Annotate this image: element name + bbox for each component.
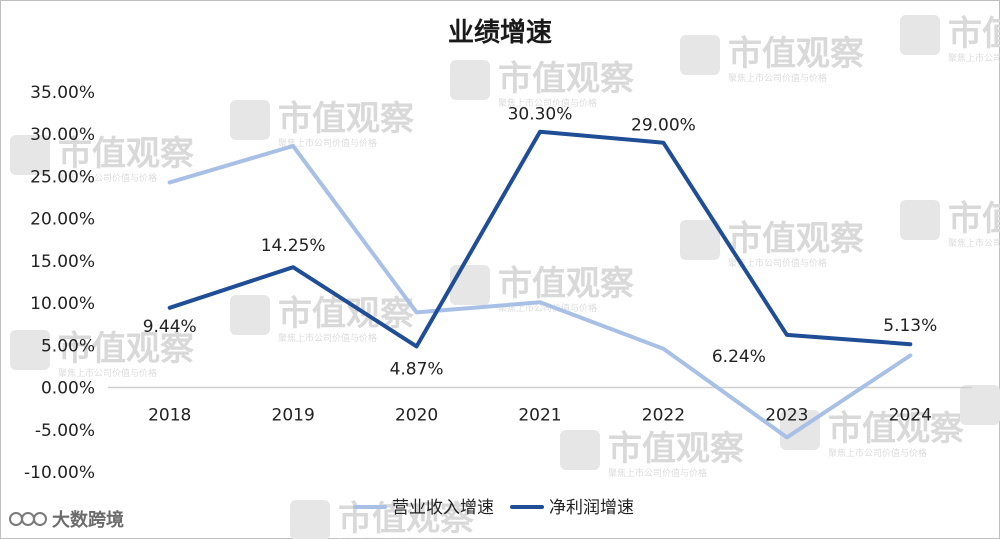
tv-logo-icon xyxy=(10,135,50,175)
tv-logo-icon xyxy=(900,15,940,55)
corner-logo-text: 大数跨境 xyxy=(52,509,124,531)
tv-logo-icon xyxy=(450,265,490,305)
watermark-subtext: 聚焦上市公司价值与价格 xyxy=(278,332,377,344)
legend-label-revenue: 营业收入增速 xyxy=(392,498,494,518)
data-label-profit: 6.24% xyxy=(712,347,766,367)
watermark-text: 市值观察 xyxy=(948,199,1000,239)
corner-logo: 大数跨境 xyxy=(9,509,124,531)
y-tick-label: -10.00% xyxy=(24,463,95,483)
watermark-subtext: 聚焦上市公司价值与价格 xyxy=(278,137,377,149)
legend: 营业收入增速 净利润增速 xyxy=(353,498,634,518)
data-label-profit: 14.25% xyxy=(261,236,326,256)
y-tick-label: 35.00% xyxy=(30,83,95,103)
watermark-text: 市值观察 xyxy=(608,429,744,469)
x-tick-label: 2020 xyxy=(395,406,438,426)
data-label-profit: 29.00% xyxy=(631,116,696,136)
watermark-subtext: 聚焦上市公司价值与价格 xyxy=(728,72,827,84)
tv-logo-icon xyxy=(10,330,50,370)
tv-logo-icon xyxy=(900,200,940,240)
watermark-layer: 市值观察聚焦上市公司价值与价格市值观察聚焦上市公司价值与价格市值观察聚焦上市公司… xyxy=(10,14,1000,539)
watermark-text: 市值观察 xyxy=(948,14,1000,54)
watermark-text: 市值观察 xyxy=(728,219,864,259)
tv-logo-icon xyxy=(290,500,330,539)
watermark-subtext: 聚焦上市公司价值与价格 xyxy=(58,367,157,379)
y-axis: 35.00% 30.00% 25.00% 20.00% 15.00% 10.00% 5.00… xyxy=(24,83,95,483)
y-tick-label: -5.00% xyxy=(35,421,95,441)
watermark-subtext: 聚焦上市公司价值与价格 xyxy=(608,467,707,479)
tv-logo-icon xyxy=(680,220,720,260)
watermark-text: 市值观察 xyxy=(58,329,194,369)
data-label-profit: 5.13% xyxy=(883,316,937,336)
tv-logo-icon xyxy=(680,35,720,75)
data-labels: 9.44% 14.25% 4.87% 30.30% 29.00% 6.24% 5.13% xyxy=(143,105,938,380)
watermark-subtext: 聚焦上市公司价值与价格 xyxy=(498,97,597,109)
watermark-text: 市值观察 xyxy=(828,409,964,449)
x-tick-label: 2023 xyxy=(765,406,808,426)
chart-title: 业绩增速 xyxy=(448,17,552,48)
x-tick-label: 2021 xyxy=(518,406,561,426)
y-tick-label: 0.00% xyxy=(41,379,95,399)
x-axis: 2018 2019 2020 2021 2022 2023 2024 xyxy=(148,406,932,426)
tv-logo-icon xyxy=(230,100,270,140)
data-label-profit: 4.87% xyxy=(390,359,444,379)
watermark-text: 市值观察 xyxy=(498,264,634,304)
legend-label-profit: 净利润增速 xyxy=(549,498,634,518)
watermark-text: 市值观察 xyxy=(278,99,414,139)
tv-logo-icon xyxy=(450,60,490,100)
ceo-logo-icon xyxy=(9,512,47,526)
watermark-subtext: 聚焦上市公司价值与价格 xyxy=(58,172,157,184)
x-tick-label: 2022 xyxy=(642,406,685,426)
watermark-subtext: 聚焦上市公司价值与价格 xyxy=(828,447,927,459)
tv-logo-icon xyxy=(960,385,1000,425)
data-label-profit: 30.30% xyxy=(508,105,573,125)
watermark-subtext: 聚焦上市公司价值与价格 xyxy=(948,237,1000,249)
x-tick-label: 2019 xyxy=(272,406,315,426)
x-tick-label: 2018 xyxy=(148,406,191,426)
y-tick-label: 30.00% xyxy=(30,125,95,145)
data-label-profit: 9.44% xyxy=(143,317,197,337)
watermark-text: 市值观察 xyxy=(728,34,864,74)
tv-logo-icon xyxy=(230,295,270,335)
watermark-subtext: 聚焦上市公司价值与价格 xyxy=(948,52,1000,64)
watermark-text: 市值观察 xyxy=(58,134,194,174)
x-tick-label: 2024 xyxy=(889,406,932,426)
watermark-text: 市值观察 xyxy=(498,59,634,99)
y-tick-label: 25.00% xyxy=(30,167,95,187)
y-tick-label: 15.00% xyxy=(30,252,95,272)
y-tick-label: 5.00% xyxy=(41,336,95,356)
tv-logo-icon xyxy=(560,430,600,470)
watermark-subtext: 聚焦上市公司价值与价格 xyxy=(728,257,827,269)
series-layer xyxy=(167,129,913,440)
y-tick-label: 10.00% xyxy=(30,294,95,314)
y-tick-label: 20.00% xyxy=(30,210,95,230)
